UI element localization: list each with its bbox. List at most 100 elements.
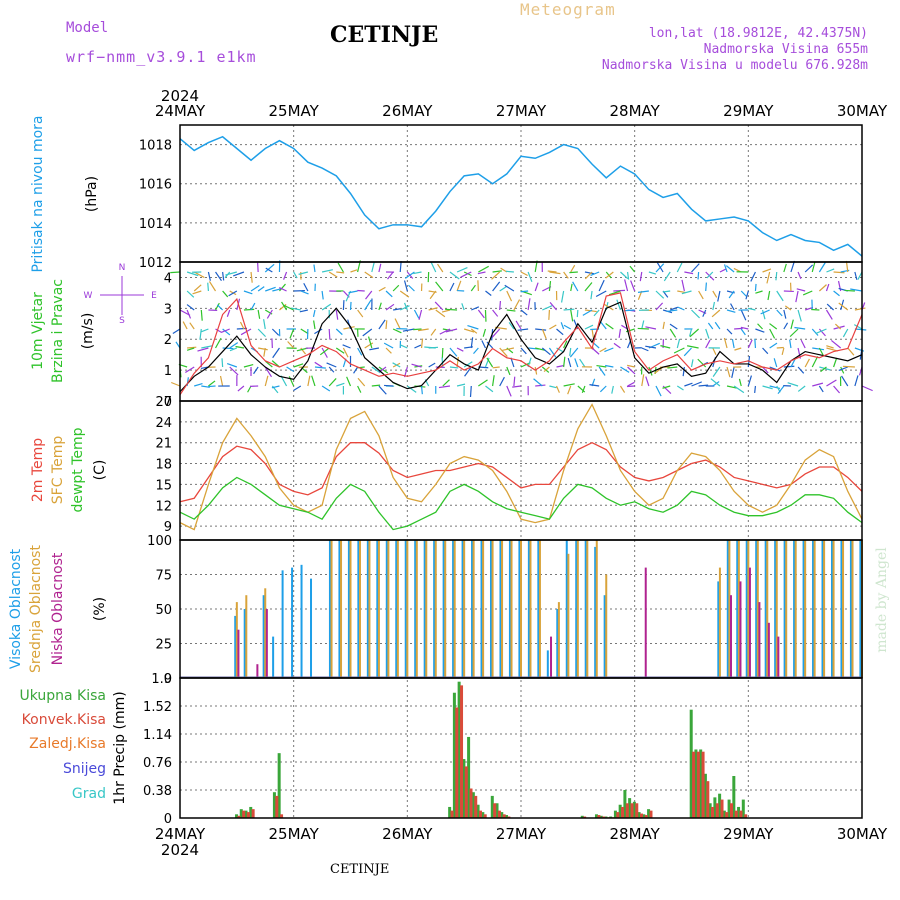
wind-barb <box>655 290 665 299</box>
wind-barb <box>378 286 386 292</box>
wind-barb <box>789 328 799 338</box>
wind-barb <box>574 358 579 368</box>
wind-barb <box>563 271 569 279</box>
wind-barb <box>500 267 508 273</box>
credit-label: made by Angel <box>874 547 890 653</box>
wind-barb <box>367 336 373 349</box>
wind-barb <box>549 271 561 275</box>
cloud-bar <box>758 602 761 678</box>
wind-barb <box>477 309 485 319</box>
cloud-bar <box>368 540 371 678</box>
cloud-bar <box>272 636 275 678</box>
wind-barb <box>548 347 557 358</box>
wind-barb <box>328 378 337 387</box>
wind-barb <box>790 260 796 273</box>
wind-barb <box>189 322 195 330</box>
precip-bar <box>694 749 698 818</box>
cloud-bar <box>414 540 417 678</box>
cloud-bar <box>489 540 492 678</box>
wind-barb <box>599 385 607 393</box>
station-title: CETINJE <box>330 22 439 48</box>
y-tick-label: 1016 <box>139 178 172 193</box>
wind-barb <box>460 271 472 278</box>
precip-bar <box>701 751 705 818</box>
wind-barb <box>185 366 195 373</box>
wind-barb <box>775 271 778 281</box>
cloud-bar <box>529 540 532 678</box>
wind-barb <box>712 381 720 387</box>
cloud-bar <box>718 567 721 678</box>
y-tick-label: 12 <box>155 499 172 514</box>
precip-bar <box>613 810 617 818</box>
wind-barb <box>428 362 436 368</box>
wind-barb <box>456 383 466 387</box>
cloud-bar <box>434 540 437 678</box>
wind-ylabel-2: Brzina i Pravac <box>50 279 66 383</box>
wind-barb <box>291 307 301 311</box>
wind-barb <box>662 321 665 330</box>
wind-barb <box>265 286 276 292</box>
wind-barb <box>506 309 516 312</box>
wind-barb <box>854 328 867 331</box>
x-tick-bottom: 28MAY <box>610 825 661 843</box>
cloud-bar <box>415 540 418 678</box>
wind-barb <box>299 309 309 313</box>
precip-bar <box>644 815 648 818</box>
cloud-bar <box>764 540 767 678</box>
wind-barb <box>253 366 259 375</box>
cloud-bar <box>832 540 835 678</box>
cloud-bar <box>234 615 237 678</box>
cloud-bar <box>243 609 246 678</box>
wind-barb <box>710 378 721 387</box>
cloud-bar <box>291 567 294 678</box>
cloud-bar <box>453 540 456 678</box>
wind-barb <box>214 337 222 349</box>
wind-barb <box>365 290 373 300</box>
wind-barb <box>826 268 835 273</box>
wind-barb <box>541 328 547 339</box>
wind-barb <box>627 366 636 375</box>
elevation-label: Nadmorska Visina 655m <box>703 42 868 57</box>
cloud-bar <box>575 540 578 678</box>
wind-barb <box>626 364 635 368</box>
y-tick-label: 24 <box>155 416 172 431</box>
precip-bar <box>628 798 632 818</box>
wind-barb <box>406 385 417 393</box>
wind-barb <box>776 309 783 317</box>
wind-barb <box>437 263 444 273</box>
precip-bar <box>713 797 717 818</box>
cloud-bar <box>499 540 502 678</box>
wind-barb <box>336 382 345 387</box>
cloud-bar <box>745 540 748 678</box>
cloud-bar <box>300 564 303 678</box>
wind-barb <box>350 269 358 273</box>
wind-barb <box>201 345 213 349</box>
wind-barb <box>757 323 763 330</box>
cloud-bar <box>482 540 485 678</box>
precip-bar <box>708 803 712 818</box>
wind-barb <box>399 290 410 298</box>
wind-barb <box>762 385 773 390</box>
wind-barb <box>620 366 630 373</box>
wind-barb <box>504 284 515 292</box>
wind-barb <box>499 286 507 292</box>
wind-barb <box>804 358 810 368</box>
wind-barb <box>591 328 594 338</box>
precip-bar <box>696 751 700 818</box>
wind-barb <box>343 326 355 330</box>
wind-barb <box>541 347 551 356</box>
precip-bar <box>497 810 501 818</box>
x-tick-top: 30MAY <box>837 102 888 120</box>
wind-barb <box>812 382 824 387</box>
y-tick-label: 15 <box>155 478 172 493</box>
precip-bar <box>462 759 466 818</box>
cloud-bar <box>376 540 379 678</box>
precip-bar <box>272 792 276 818</box>
wind-barb <box>369 347 380 351</box>
wind-barb <box>194 383 203 387</box>
x-tick-top: 29MAY <box>723 102 774 120</box>
wind-barb <box>740 328 746 336</box>
cloud-bar <box>557 602 560 678</box>
wind-barb <box>725 265 735 273</box>
wind-barb <box>581 385 586 394</box>
